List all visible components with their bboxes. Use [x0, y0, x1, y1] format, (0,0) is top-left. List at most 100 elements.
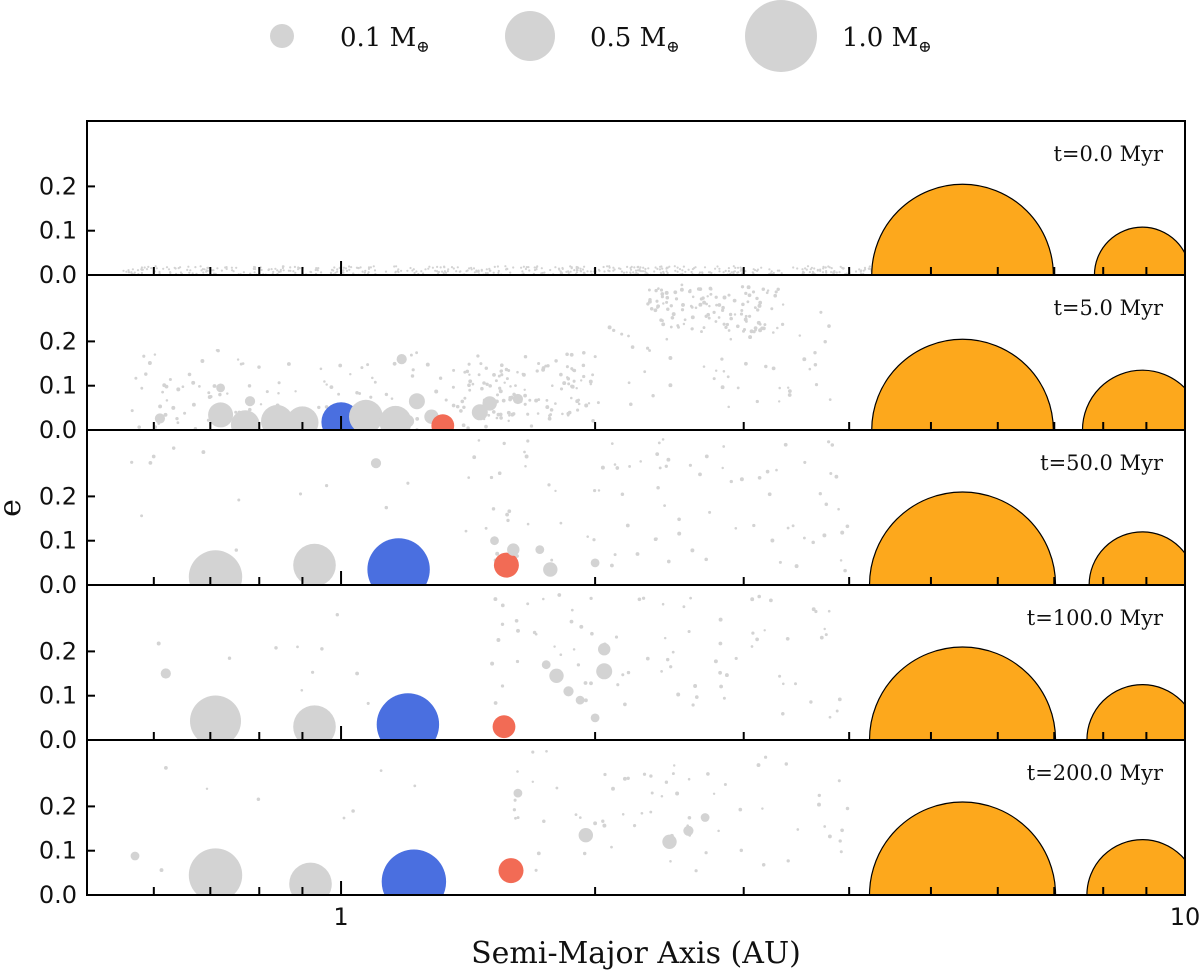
planetesimal-point	[488, 384, 492, 388]
disk-particle	[525, 266, 528, 269]
planetesimal-point	[690, 305, 694, 309]
planetesimal-point	[845, 524, 850, 529]
planetesimal-point	[514, 816, 517, 820]
planetesimal-point	[358, 392, 362, 395]
planetesimal-point	[494, 379, 498, 383]
planetesimal-point	[506, 410, 511, 415]
disk-particle	[485, 268, 488, 271]
disk-particle	[841, 266, 844, 270]
disk-particle	[573, 269, 576, 272]
planetesimal-point	[845, 806, 850, 811]
planetesimal-point	[739, 477, 744, 482]
planetesimal-point	[491, 410, 496, 414]
planetesimal-point	[687, 777, 691, 781]
disk-particle	[540, 267, 543, 270]
planetesimal-point	[140, 514, 144, 518]
planetesimal-point	[751, 290, 756, 294]
disk-particle	[687, 268, 690, 271]
body-earth	[367, 538, 430, 585]
disk-particle	[860, 269, 863, 272]
disk-particle	[136, 269, 140, 272]
planetesimal-point	[691, 703, 695, 707]
planetesimal-point	[567, 382, 571, 386]
planetesimal-point	[717, 829, 720, 833]
planetesimal-point	[591, 418, 595, 423]
planetesimal-point	[452, 368, 456, 372]
planetesimal-point	[660, 295, 664, 299]
planetesimal-point	[706, 772, 710, 776]
disk-particle	[276, 269, 279, 272]
planetesimal-point	[526, 439, 530, 443]
planetesimal-point	[719, 684, 724, 689]
planetesimal-point	[763, 629, 766, 632]
disk-particle	[384, 270, 388, 273]
planetesimal-point	[813, 351, 817, 355]
planetesimal-point	[722, 370, 726, 373]
y-tick-label: 0.1	[39, 527, 77, 555]
planetesimal-point	[622, 776, 627, 781]
planetesimal-point	[786, 526, 790, 530]
planetesimal-point	[603, 772, 607, 777]
planetesimal-point	[718, 641, 723, 646]
planetesimal-point	[682, 605, 686, 609]
disk-particle	[165, 266, 169, 269]
planetesimal-point	[682, 322, 686, 326]
planetesimal-point	[570, 608, 574, 612]
disk-particle	[364, 269, 367, 272]
disk-particle	[733, 270, 737, 273]
planetesimal-point	[838, 839, 842, 843]
planetesimal-point	[757, 303, 762, 308]
planetesimal-point	[601, 819, 605, 823]
planetesimal-point	[572, 648, 576, 651]
disk-particle	[714, 267, 717, 270]
planetesimal-point	[410, 374, 415, 378]
disk-particle	[832, 270, 835, 273]
planetesimal-point	[615, 466, 620, 470]
disk-particle	[528, 269, 531, 272]
planetesimal-point	[137, 425, 141, 429]
body-embryo	[683, 825, 694, 836]
planetesimal-point	[516, 816, 520, 820]
planetesimal-point	[669, 860, 672, 863]
planetesimal-point	[823, 825, 827, 828]
planetesimal-point	[628, 464, 632, 468]
disk-particle	[822, 265, 825, 268]
panel-3: 0.0 0.1 0.2 t=100.0 Myr	[39, 584, 1186, 754]
planetesimal-point	[526, 412, 530, 416]
planetesimal-point	[156, 641, 161, 646]
disk-particle	[674, 269, 677, 272]
planetesimal-point	[744, 319, 748, 323]
planetesimal-point	[763, 323, 767, 327]
planetesimal-point	[614, 635, 619, 639]
disk-particle	[452, 267, 455, 270]
disk-particle	[681, 269, 684, 272]
planetesimal-point	[665, 300, 669, 304]
planetesimal-point	[742, 328, 747, 332]
planetesimal-point	[822, 533, 827, 538]
body-embryo	[482, 396, 497, 411]
planetesimal-point	[613, 463, 617, 466]
planetesimal-point	[506, 518, 510, 523]
disk-particle	[315, 267, 318, 270]
planetesimal-point	[708, 510, 712, 514]
giant-jupiter	[868, 491, 1057, 585]
planetesimal-point	[462, 405, 466, 410]
planetesimal-point	[659, 288, 664, 292]
disk-particle	[654, 266, 657, 269]
y-tick-label: 0.1	[39, 217, 77, 245]
disk-particle	[267, 268, 271, 271]
disk-particle	[684, 270, 687, 273]
body-embryo	[190, 695, 241, 740]
disk-particle	[292, 270, 295, 273]
disk-particle	[316, 268, 319, 271]
disk-particle	[739, 266, 742, 269]
disk-particle	[289, 269, 292, 272]
disk-particle	[488, 267, 491, 270]
planetesimal-point	[592, 538, 596, 542]
planetesimal-point	[777, 400, 781, 403]
disk-particle	[575, 267, 578, 270]
planetesimal-point	[505, 512, 509, 517]
planetesimal-point	[489, 475, 494, 480]
planetesimal-point	[175, 416, 179, 421]
planetesimal-point	[753, 326, 758, 330]
